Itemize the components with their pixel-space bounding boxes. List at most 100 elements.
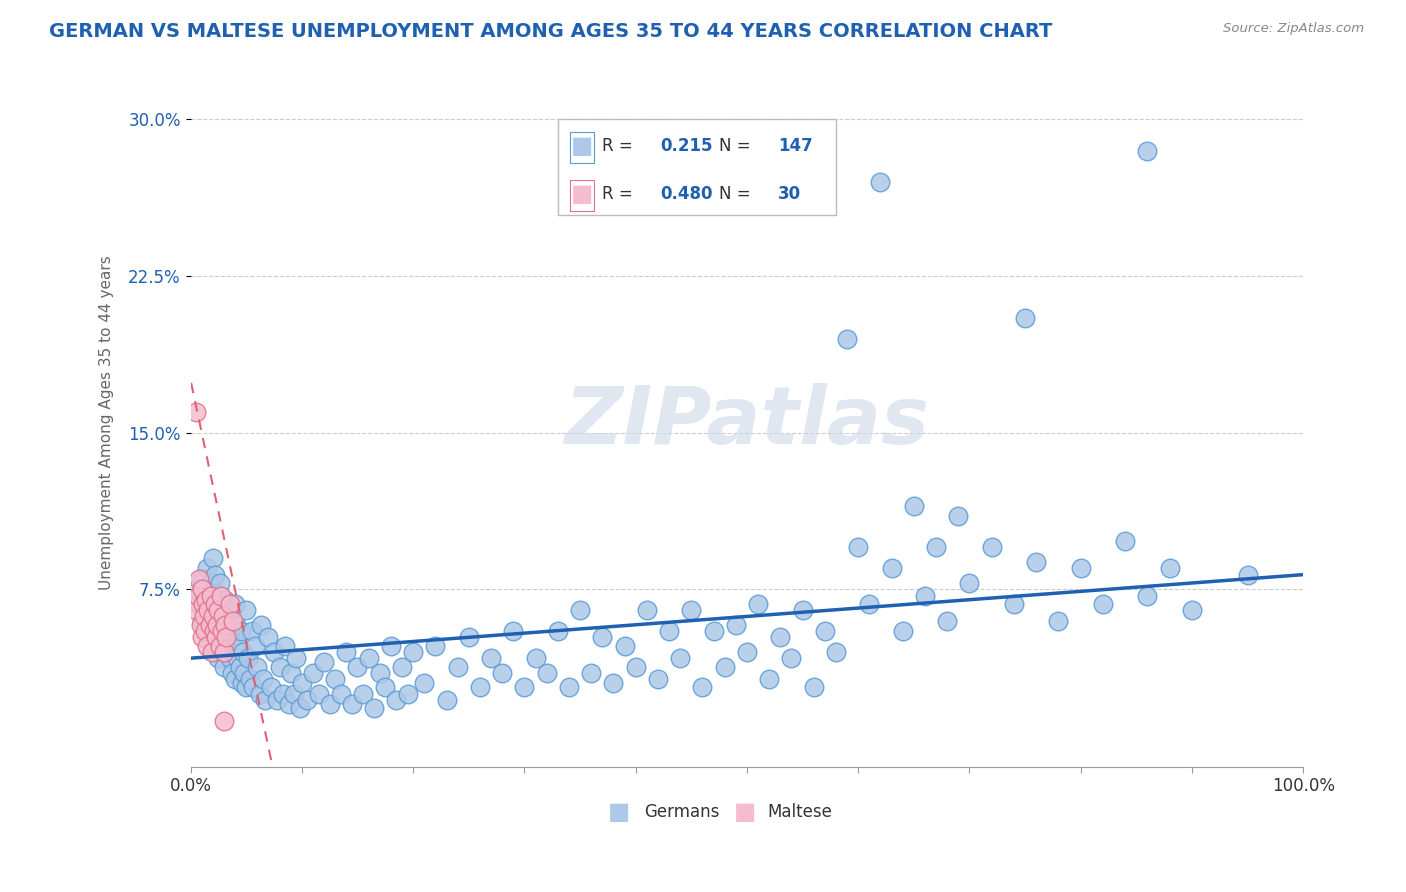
Text: ■: ■ (571, 182, 593, 206)
Point (283, 687, 305, 701)
Point (948, 509, 970, 524)
Point (302, 665, 325, 680)
Point (197, 609, 219, 624)
Point (825, 645, 848, 659)
Point (547, 624, 569, 638)
Point (1181, 603, 1204, 617)
Point (193, 609, 215, 624)
Point (252, 672, 274, 686)
Point (329, 687, 352, 701)
Point (195, 592, 218, 607)
Point (446, 659, 468, 673)
Point (758, 672, 780, 686)
Point (231, 676, 253, 690)
Point (232, 645, 254, 659)
Point (207, 617, 229, 632)
Point (222, 630, 245, 644)
Point (204, 597, 226, 611)
Point (219, 609, 242, 624)
Text: N =: N = (718, 136, 756, 155)
Point (222, 614, 245, 628)
Point (215, 630, 238, 644)
Point (207, 597, 229, 611)
Point (208, 639, 231, 653)
Point (202, 617, 225, 632)
Point (197, 603, 219, 617)
Point (959, 576, 981, 591)
Point (208, 576, 231, 591)
Point (1002, 597, 1025, 611)
Point (204, 639, 226, 653)
Point (880, 561, 903, 575)
Point (207, 651, 229, 665)
FancyBboxPatch shape (558, 119, 837, 215)
Point (579, 665, 602, 680)
Point (479, 651, 502, 665)
Point (352, 687, 374, 701)
Point (202, 624, 225, 638)
Point (266, 693, 288, 707)
Point (792, 603, 814, 617)
Text: 0.480: 0.480 (661, 185, 713, 203)
Point (425, 639, 447, 653)
Point (195, 639, 218, 653)
Point (209, 630, 232, 644)
Point (240, 624, 263, 638)
Point (692, 681, 714, 695)
Point (903, 499, 925, 513)
Point (436, 693, 458, 707)
Point (457, 630, 479, 644)
Point (207, 603, 229, 617)
Point (190, 617, 212, 632)
Point (747, 597, 769, 611)
Point (271, 687, 294, 701)
Point (318, 697, 340, 711)
Text: ■: ■ (734, 799, 756, 823)
Point (188, 597, 211, 611)
Point (769, 630, 792, 644)
Point (269, 659, 291, 673)
Point (195, 592, 218, 607)
Point (1070, 561, 1092, 575)
Point (468, 681, 491, 695)
Point (214, 617, 236, 632)
Point (209, 589, 232, 603)
Point (205, 630, 228, 644)
Point (569, 603, 592, 617)
Point (200, 624, 222, 638)
Point (277, 697, 299, 711)
Point (212, 617, 235, 632)
Point (936, 614, 959, 628)
Point (238, 651, 260, 665)
Point (214, 592, 236, 607)
Point (803, 681, 825, 695)
Point (211, 624, 233, 638)
Point (201, 603, 224, 617)
Point (591, 630, 613, 644)
Point (186, 603, 208, 617)
Point (212, 645, 235, 659)
Point (346, 659, 368, 673)
Point (235, 681, 257, 695)
Point (198, 617, 221, 632)
Point (536, 665, 558, 680)
Point (1236, 567, 1258, 582)
Point (226, 651, 249, 665)
Point (190, 582, 212, 597)
Point (1136, 589, 1159, 603)
Point (869, 175, 891, 189)
Y-axis label: Unemployment Among Ages 35 to 44 years: Unemployment Among Ages 35 to 44 years (100, 255, 114, 590)
Point (391, 659, 413, 673)
Point (1136, 144, 1159, 158)
Point (263, 645, 285, 659)
Point (713, 659, 735, 673)
Point (558, 681, 581, 695)
Point (274, 639, 297, 653)
Point (368, 665, 391, 680)
Point (891, 624, 914, 638)
Point (340, 697, 363, 711)
Point (200, 576, 222, 591)
Point (1014, 310, 1036, 325)
Point (191, 597, 214, 611)
Point (205, 589, 228, 603)
